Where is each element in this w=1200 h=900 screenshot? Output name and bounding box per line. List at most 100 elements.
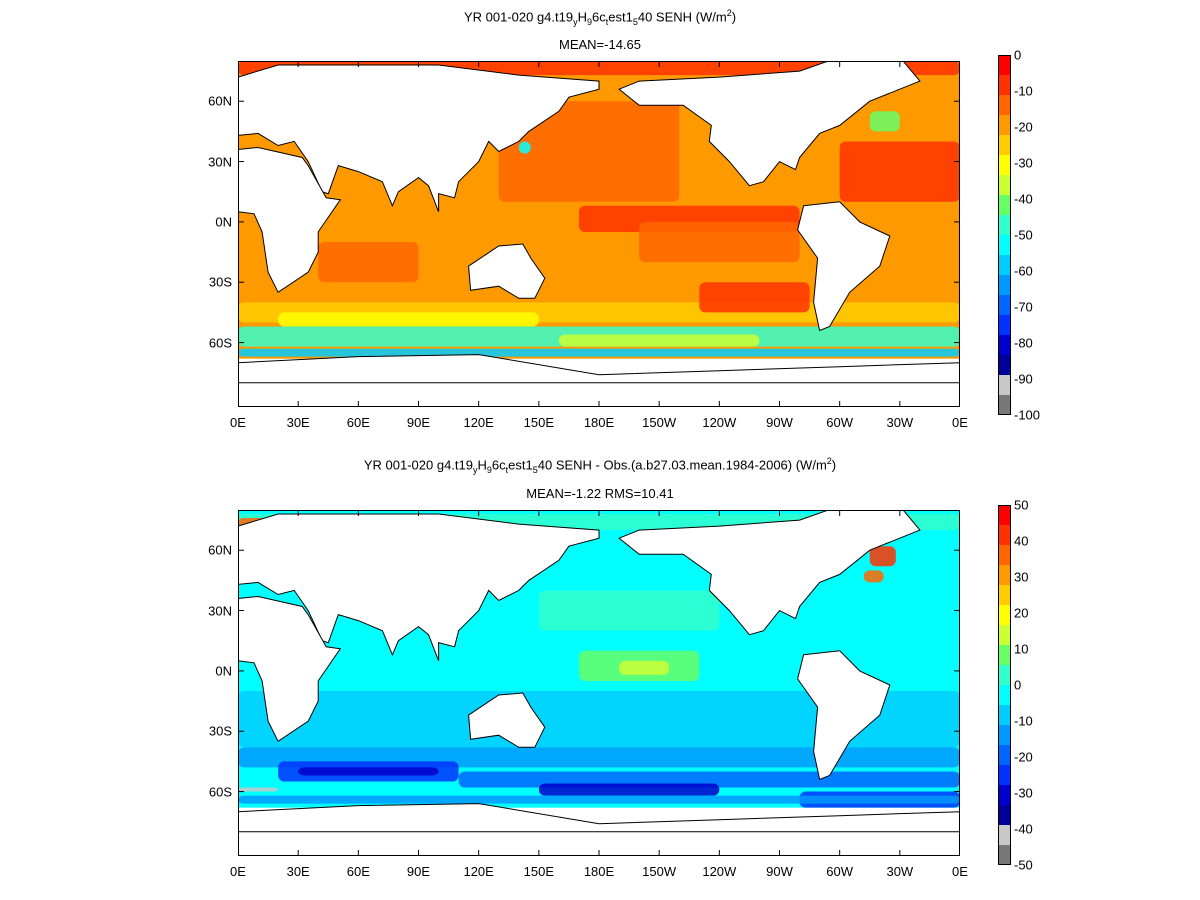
north-america-landmass [618, 510, 921, 636]
colorbar-swatch [998, 765, 1011, 786]
y-tick-label: 0N [215, 663, 232, 679]
colorbar-label: 20 [1014, 605, 1029, 621]
colorbar-label: -50 [1014, 227, 1033, 243]
colorbar-swatch [998, 745, 1011, 766]
colorbar-label: -20 [1014, 749, 1033, 765]
south-america-landmass [797, 201, 891, 332]
colorbar-swatch [998, 805, 1011, 826]
colorbar-swatch [998, 315, 1011, 336]
top-map [238, 61, 960, 407]
field-region [558, 334, 760, 347]
eurasia-landmass [238, 64, 600, 212]
x-tick-label: 60E [346, 415, 370, 430]
top-map-panel [238, 61, 960, 407]
field-region [619, 660, 670, 675]
colorbar-swatch [998, 585, 1011, 606]
y-tick-label: 60N [208, 542, 232, 558]
colorbar-swatch [998, 665, 1011, 686]
colorbar-label: 10 [1014, 641, 1029, 657]
colorbar-border [998, 505, 1011, 865]
bottom-colorbar-swatches [998, 505, 1011, 865]
colorbar-swatch [998, 605, 1011, 626]
colorbar-label: -80 [1014, 335, 1033, 351]
field-region [238, 795, 960, 804]
x-tick-label: 120E [463, 864, 494, 879]
colorbar-label: -40 [1014, 821, 1033, 837]
y-tick-label: 60S [208, 335, 232, 351]
x-tick-label: 0E [952, 864, 968, 879]
colorbar-swatch [998, 215, 1011, 236]
bottom-map-panel [238, 510, 960, 856]
x-tick-label: 60W [826, 415, 854, 430]
colorbar-swatch [998, 565, 1011, 586]
colorbar-swatch [998, 95, 1011, 116]
x-tick-label: 90W [766, 864, 793, 879]
colorbar-swatch [998, 275, 1011, 296]
bottom-colorbar [998, 505, 1011, 865]
x-tick-label: 60E [346, 864, 370, 879]
field-region [238, 787, 279, 792]
field-region [238, 348, 960, 357]
colorbar-swatch [998, 505, 1011, 526]
colorbar-label: -10 [1014, 83, 1033, 99]
south-america-landmass [797, 650, 891, 781]
field-region [839, 141, 960, 202]
colorbar-label: -100 [1014, 407, 1041, 423]
colorbar-label: -10 [1014, 713, 1033, 729]
y-tick-label: 30N [208, 154, 232, 170]
x-tick-label: 60W [826, 864, 854, 879]
colorbar-label: -50 [1014, 857, 1033, 873]
field-region [278, 312, 539, 327]
x-tick-label: 90E [406, 864, 431, 879]
antarctica-landmass [238, 354, 960, 384]
x-tick-label: 0E [230, 864, 246, 879]
x-tick-label: 120E [463, 415, 494, 430]
colorbar-swatch [998, 375, 1011, 396]
colorbar-swatch [998, 155, 1011, 176]
africa-landmass [238, 595, 342, 743]
australia-landmass [468, 692, 546, 748]
top-colorbar [998, 55, 1011, 415]
y-tick-label: 60S [208, 784, 232, 800]
field-region [498, 101, 680, 202]
x-tick-label: 150W [642, 415, 677, 430]
x-tick-label: 30W [886, 864, 914, 879]
top-colorbar-swatches [998, 55, 1011, 415]
eurasia-landmass [238, 513, 600, 661]
colorbar-swatch [998, 725, 1011, 746]
bottom-chart-mean-rms: MEAN=-1.22 RMS=10.41 [526, 486, 674, 501]
x-tick-label: 0E [230, 415, 246, 430]
x-tick-label: 180E [583, 415, 615, 430]
colorbar-swatch [998, 255, 1011, 276]
colorbar-swatch [998, 335, 1011, 356]
field-region [699, 282, 810, 313]
field-region [639, 221, 800, 263]
x-tick-label: 0E [952, 415, 968, 430]
colorbar-swatch [998, 825, 1011, 846]
colorbar-label: 0 [1014, 47, 1022, 63]
colorbar-swatch [998, 685, 1011, 706]
x-tick-label: 150E [523, 864, 555, 879]
colorbar-swatch [998, 55, 1011, 76]
field-region [518, 141, 531, 154]
x-tick-label: 150E [523, 415, 555, 430]
colorbar-swatch [998, 625, 1011, 646]
x-tick-label: 90E [406, 415, 431, 430]
field-region [538, 590, 720, 631]
field-region [863, 570, 884, 583]
colorbar-swatch [998, 545, 1011, 566]
colorbar-swatch [998, 195, 1011, 216]
field-region [869, 546, 896, 567]
bottom-chart-title: YR 001-020 g4.t19yH96ctest1540 SENH - Ob… [363, 456, 837, 475]
colorbar-swatch [998, 235, 1011, 256]
y-tick-label: 0N [215, 214, 232, 230]
x-tick-label: 30E [286, 415, 310, 430]
colorbar-label: -70 [1014, 299, 1033, 315]
y-tick-label: 30N [208, 603, 232, 619]
colorbar-swatch [998, 355, 1011, 376]
colorbar-label: 30 [1014, 569, 1029, 585]
north-america-landmass [618, 61, 921, 187]
colorbar-label: -90 [1014, 371, 1033, 387]
y-tick-label: 60N [208, 93, 232, 109]
x-tick-label: 120W [702, 864, 737, 879]
